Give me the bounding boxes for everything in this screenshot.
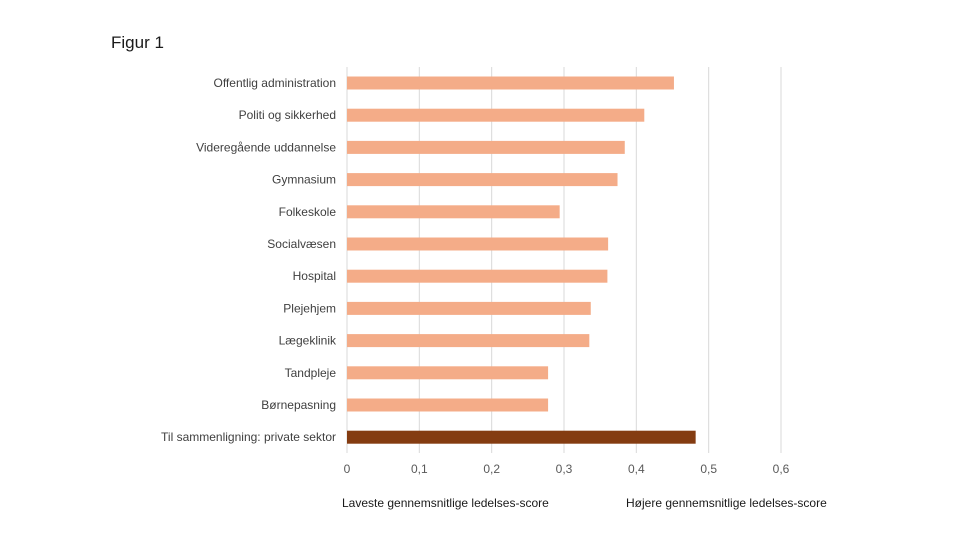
footer-low-score-label: Laveste gennemsnitlige ledelses-score: [342, 496, 549, 510]
category-label: Offentlig administration: [213, 76, 336, 90]
category-label: Plejehjem: [283, 301, 336, 315]
bar: [347, 108, 645, 122]
category-label: Folkeskole: [279, 205, 337, 219]
x-tick-label: 0,2: [483, 462, 500, 476]
category-label: Til sammenligning: private sektor: [161, 430, 336, 444]
bar: [347, 76, 674, 90]
category-label: Tandpleje: [285, 366, 337, 380]
bar: [347, 140, 625, 154]
category-label: Socialvæsen: [267, 237, 336, 251]
bar: [347, 334, 590, 348]
category-label: Hospital: [293, 269, 336, 283]
category-labels: Offentlig administration Politi og sikker…: [161, 76, 337, 444]
x-tick-label: 0,3: [556, 462, 573, 476]
grid-lines: [346, 67, 782, 453]
x-tick-labels: 0 0,1 0,2 0,3 0,4 0,5 0,6: [344, 462, 790, 476]
category-label: Gymnasium: [272, 173, 336, 187]
bar: [347, 205, 560, 219]
category-label: Børnepasning: [261, 398, 336, 412]
x-tick-label: 0,4: [628, 462, 645, 476]
bar: [347, 301, 591, 315]
bar: [347, 366, 549, 380]
bar: [347, 269, 608, 283]
bars: [347, 76, 696, 444]
category-label: Videregående uddannelse: [196, 140, 336, 154]
bar: [347, 398, 549, 412]
category-label: Politi og sikkerhed: [239, 108, 336, 122]
footer-high-score-label: Højere gennemsnitlige ledelses-score: [626, 496, 827, 510]
x-tick-label: 0,1: [411, 462, 428, 476]
figure-title: Figur 1: [111, 33, 164, 52]
bar: [347, 173, 618, 187]
x-tick-label: 0,6: [773, 462, 790, 476]
bar-private-sector: [347, 430, 696, 444]
x-tick-label: 0: [344, 462, 351, 476]
x-tick-label: 0,5: [700, 462, 717, 476]
bar: [347, 237, 609, 251]
category-label: Lægeklinik: [279, 334, 337, 348]
